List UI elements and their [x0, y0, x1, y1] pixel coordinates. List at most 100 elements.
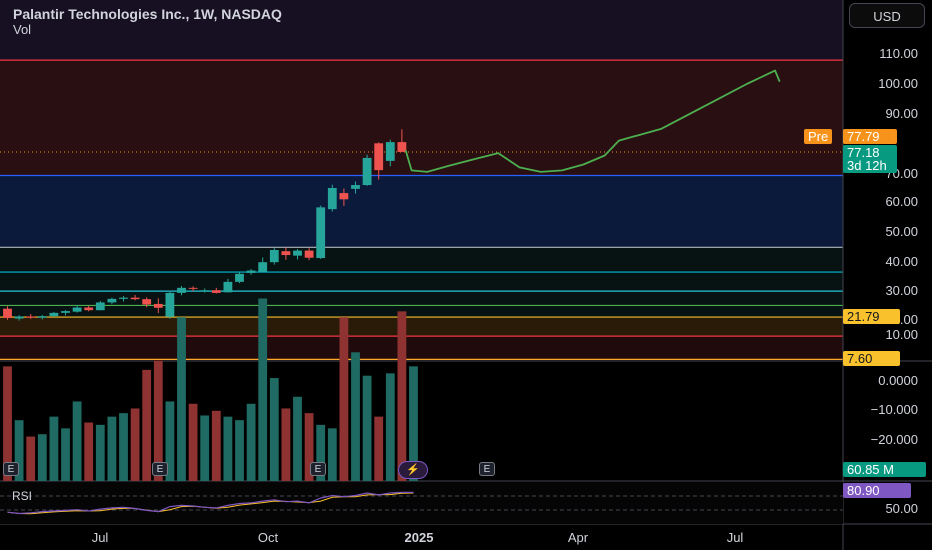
- volume-bar: [72, 401, 82, 481]
- volume-bar: [95, 424, 105, 481]
- volume-bar: [188, 403, 198, 481]
- candle-body: [200, 290, 210, 292]
- candle-body: [211, 290, 221, 293]
- volume-bar: [223, 416, 233, 481]
- volume-bar: [130, 408, 140, 481]
- candle-body: [95, 302, 105, 311]
- time-axis-label: Oct: [257, 530, 279, 545]
- volume-bar: [258, 298, 268, 481]
- candle-body: [84, 307, 94, 311]
- candle-body: [269, 249, 279, 263]
- candle-body: [246, 270, 256, 273]
- earnings-marker[interactable]: E: [479, 462, 495, 476]
- low-zone: [0, 317, 843, 337]
- candle-body: [235, 273, 244, 282]
- volume-bar: [3, 366, 12, 481]
- top-zone: [0, 0, 843, 61]
- candle-body: [223, 281, 233, 293]
- candle-body: [281, 251, 291, 256]
- volume-tick: −10.000: [870, 402, 918, 417]
- volume-bar: [107, 416, 117, 481]
- candle-body: [362, 157, 372, 186]
- premarket-price-badge: 77.79: [843, 129, 897, 144]
- rsi-indicator-label[interactable]: RSI: [12, 489, 33, 503]
- dividend-bolt-icon[interactable]: ⚡: [398, 461, 428, 479]
- candle-body: [316, 207, 326, 259]
- candle-body: [26, 316, 36, 318]
- premarket-label-badge: Pre: [804, 129, 833, 144]
- candle-body: [397, 142, 407, 152]
- candle-body: [339, 193, 349, 200]
- level-price-badge: 21.79: [843, 309, 900, 324]
- volume-bar: [374, 416, 384, 481]
- rsi-tick: 50.00: [885, 501, 918, 516]
- candle-body: [374, 143, 384, 171]
- volume-bar: [327, 428, 337, 481]
- currency-button[interactable]: USD: [849, 3, 925, 28]
- symbol-title[interactable]: Palantir Technologies Inc., 1W, NASDAQ: [13, 6, 282, 22]
- candle-body: [72, 307, 82, 312]
- price-tick: 110.00: [879, 46, 918, 61]
- volume-bar: [177, 317, 186, 481]
- price-tick: 40.00: [885, 254, 918, 269]
- volume-bar: [293, 396, 302, 481]
- candle-body: [37, 316, 47, 318]
- volume-bar: [165, 401, 175, 481]
- volume-bar: [397, 311, 407, 481]
- earnings-marker[interactable]: E: [3, 462, 19, 476]
- candle-body: [293, 250, 302, 256]
- earnings-marker[interactable]: E: [310, 462, 326, 476]
- volume-bar: [37, 434, 47, 481]
- price-tick: 60.00: [885, 194, 918, 209]
- candle-body: [385, 142, 395, 161]
- volume-indicator-label[interactable]: Vol: [13, 22, 32, 37]
- candle-body: [119, 297, 128, 299]
- time-axis-label: 2025: [404, 530, 434, 545]
- volume-bar: [246, 403, 256, 481]
- candle-body: [351, 185, 360, 189]
- candle-body: [304, 250, 314, 258]
- volume-bar: [200, 415, 210, 481]
- price-tick: 100.00: [878, 76, 918, 91]
- candle-body: [49, 312, 59, 317]
- volume-bar: [49, 416, 59, 481]
- candle-body: [258, 262, 268, 272]
- last-volume-badge: 60.85 M: [843, 462, 926, 477]
- earnings-marker[interactable]: E: [152, 462, 168, 476]
- volume-bar: [339, 317, 349, 481]
- candle-body: [177, 287, 186, 293]
- price-tick: 90.00: [885, 106, 918, 121]
- volume-bar: [153, 360, 163, 481]
- rsi-value-badge: 80.90: [843, 483, 911, 498]
- volume-tick: −20.000: [870, 432, 918, 447]
- volume-bar: [316, 424, 326, 481]
- candle-body: [130, 297, 140, 300]
- volume-bar: [269, 378, 279, 481]
- volume-bar: [281, 408, 291, 481]
- candle-body: [3, 308, 12, 318]
- time-axis-label: Jul: [91, 530, 109, 545]
- volume-bar: [211, 410, 221, 481]
- resistance-zone: [0, 60, 843, 176]
- projection-drawing: [405, 69, 781, 173]
- volume-bar: [142, 369, 152, 481]
- volume-bar: [362, 375, 372, 481]
- rsi-line: [7, 491, 414, 515]
- price-tick: 10.00: [885, 327, 918, 342]
- candle-body: [165, 292, 175, 317]
- candle-body: [188, 287, 198, 289]
- time-axis-label: Jul: [726, 530, 744, 545]
- time-axis-label: Apr: [567, 530, 589, 545]
- mid-zone: [0, 247, 843, 318]
- volume-bar: [304, 413, 314, 481]
- candle-body: [107, 298, 117, 303]
- candle-body: [153, 303, 163, 308]
- candle-body: [14, 316, 24, 319]
- rsi-pane-bg: [0, 482, 843, 524]
- price-tick: 30.00: [885, 283, 918, 298]
- bar-countdown-badge: 3d 12h: [843, 158, 897, 173]
- level-price-badge: 7.60: [843, 351, 900, 366]
- candle-body: [327, 188, 337, 210]
- volume-tick: 0.0000: [878, 373, 918, 388]
